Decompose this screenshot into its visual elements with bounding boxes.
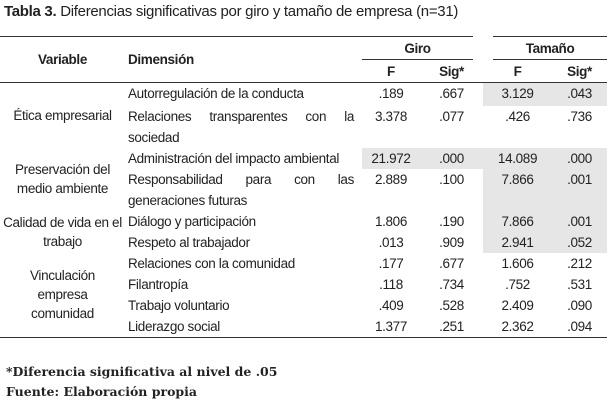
table-row: Liderazgo social 1.377 .251 2.362 .094: [0, 316, 607, 338]
dimension-cell: Relaciones con la comunidad: [128, 255, 295, 271]
header-dimension: Dimensión: [125, 36, 362, 83]
giro-f-cell: 21.972: [362, 147, 420, 169]
header-giro: Giro: [362, 36, 484, 60]
footnote-significance: *Diferencia significativa al nivel de .0…: [6, 364, 278, 379]
tamano-sig-cell: .052: [552, 231, 608, 253]
dimension-cell: Trabajo voluntario: [128, 297, 230, 313]
variable-cell: Vinculación empresa comunidad: [30, 268, 95, 321]
tamano-sig-cell: .094: [567, 318, 592, 334]
header-tamano-sig: Sig*: [552, 59, 608, 83]
table-row: Trabajo voluntario .409 .528 2.409 .090: [0, 295, 607, 316]
tamano-f-cell: 2.362: [501, 318, 534, 334]
table-row: Preservación del medio ambiente Administ…: [0, 147, 608, 196]
tamano-f-cell: 1.606: [501, 255, 534, 271]
giro-f-cell: 1.806: [374, 213, 408, 229]
tamano-f-cell: .752: [505, 276, 530, 292]
tamano-f-cell: 2.941: [483, 231, 553, 253]
tamano-sig-cell: .043: [552, 82, 608, 106]
dimension-cell: Filantropía: [128, 276, 188, 292]
giro-f-cell: 2.889: [374, 171, 408, 187]
tamano-f-cell: 2.409: [501, 297, 534, 313]
giro-sig-cell: .000: [420, 147, 484, 169]
dimension-cell: Responsabilidad para con las generacione…: [128, 171, 354, 208]
header-tamano-f: F: [483, 59, 553, 83]
giro-sig-cell: .251: [439, 318, 464, 334]
header-giro-sig: Sig*: [420, 59, 484, 83]
table-row: Relaciones transparentes con la sociedad…: [0, 106, 607, 148]
tamano-sig-cell: .531: [567, 276, 592, 292]
header-variable: Variable: [0, 36, 125, 83]
significance-table: Variable Dimensión Giro Tamaño F Sig* F …: [0, 36, 608, 338]
dimension-cell: Administración del impacto ambiental: [128, 150, 340, 166]
variable-cell: Calidad de vida en el trabajo: [3, 214, 122, 249]
tamano-sig-cell: .736: [567, 108, 592, 124]
table-title: Tabla 3. Diferencias significativas por …: [4, 3, 458, 20]
giro-f-cell: .409: [378, 297, 404, 313]
tamano-f-cell: 14.089: [483, 147, 553, 169]
table-row: Respeto al trabajador .013 .909 2.941 .0…: [0, 231, 608, 253]
header-tamano: Tamaño: [473, 36, 608, 60]
tamano-sig-cell: .001: [552, 168, 608, 211]
dimension-cell: Diálogo y participación: [128, 213, 256, 229]
dimension-cell: Autorregulación de la conducta: [128, 86, 304, 101]
giro-sig-cell: .528: [439, 297, 464, 313]
tamano-f-cell: 7.866: [483, 210, 553, 232]
dimension-cell: Respeto al trabajador: [128, 234, 250, 250]
tamano-sig-cell: .000: [552, 147, 608, 169]
table-row: Vinculación empresa comunidad Relaciones…: [0, 253, 607, 322]
table-caption: Diferencias significativas por giro y ta…: [60, 3, 459, 20]
tamano-sig-cell: .090: [567, 297, 592, 313]
giro-sig-cell: .677: [439, 255, 464, 271]
variable-cell: Preservación del medio ambiente: [15, 162, 110, 196]
giro-sig-cell: .100: [439, 171, 464, 187]
giro-sig-cell: .667: [439, 86, 464, 101]
tamano-f-cell: 7.866: [483, 168, 553, 211]
giro-f-cell: .013: [378, 234, 404, 250]
dimension-cell: Liderazgo social: [128, 318, 220, 334]
giro-f-cell: .118: [379, 276, 403, 292]
table-row: Ética empresarial Autorregulación de la …: [0, 82, 608, 123]
footnote-source: Fuente: Elaboración propia: [6, 384, 198, 399]
giro-f-cell: 1.377: [374, 318, 408, 334]
giro-sig-cell: .909: [439, 234, 464, 250]
table-label: Tabla 3.: [4, 3, 57, 20]
giro-f-cell: .177: [378, 255, 404, 271]
table-row: Responsabilidad para con las generacione…: [0, 168, 608, 211]
variable-cell: Ética empresarial: [13, 107, 112, 123]
header-giro-f: F: [362, 59, 420, 83]
tamano-f-cell: 3.129: [483, 82, 553, 106]
tamano-sig-cell: .212: [567, 255, 592, 271]
giro-sig-cell: .077: [439, 108, 464, 124]
tamano-f-cell: .426: [505, 108, 530, 124]
giro-sig-cell: .734: [439, 276, 464, 292]
giro-f-cell: 3.378: [374, 108, 408, 124]
dimension-cell: Relaciones transparentes con la sociedad: [128, 108, 354, 145]
table-row: Filantropía .118 .734 .752 .531: [0, 274, 607, 295]
table-row: Calidad de vida en el trabajo Diálogo y …: [0, 210, 608, 249]
tamano-sig-cell: .001: [552, 210, 608, 232]
giro-sig-cell: .190: [439, 213, 464, 229]
giro-f-cell: .189: [378, 86, 404, 101]
